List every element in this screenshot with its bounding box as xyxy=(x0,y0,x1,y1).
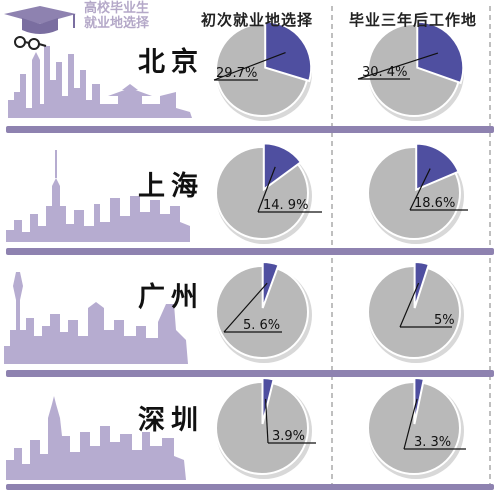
pie-highlight-slice xyxy=(413,377,426,425)
pie-highlight-slice xyxy=(262,142,303,192)
pie-guangzhou-first: 5. 6% xyxy=(215,261,312,363)
pie-value-label: 14. 9% xyxy=(263,198,308,213)
pie-shanghai-first: 14. 9% xyxy=(215,142,322,244)
pie-value-label: 3.9% xyxy=(272,429,305,444)
pie-highlight-slice xyxy=(415,142,460,192)
row-divider xyxy=(6,248,494,255)
pie-value-label: 5% xyxy=(434,313,455,328)
label-leader-line xyxy=(357,52,439,80)
city-label-beijing: 北京 xyxy=(138,47,204,78)
skyline-guangzhou xyxy=(4,272,188,364)
pie-highlight-slice xyxy=(261,261,280,309)
label-leader-line xyxy=(399,282,420,328)
city-label-shanghai: 上海 xyxy=(138,171,204,202)
row-divider xyxy=(6,484,494,490)
label-leader-line xyxy=(409,168,431,211)
graduation-cap-icon xyxy=(4,6,76,34)
pie-charts: 29.7% 14. 9% 5. 6% 3.9% 30. 4% 18.6% 5% 3. 3% xyxy=(213,20,468,479)
pie-highlight-slice xyxy=(261,377,275,425)
infographic-title-line1: 高校毕业生 xyxy=(84,1,150,16)
label-leader-line xyxy=(403,398,418,450)
row-divider xyxy=(6,370,494,377)
pie-guangzhou-later: 5% xyxy=(367,261,464,363)
skyline-beijing xyxy=(8,46,192,118)
pie-highlight-slice xyxy=(413,261,431,309)
infographic-title-line2: 就业地选择 xyxy=(84,16,150,31)
pie-value-label: 5. 6% xyxy=(243,318,280,333)
pie-value-label: 29.7% xyxy=(216,66,257,81)
pie-shenzhen-later: 3. 3% xyxy=(367,377,466,479)
pie-beijing-first: 29.7% xyxy=(213,20,313,121)
pie-highlight-slice xyxy=(264,20,313,83)
city-label-guangzhou: 广州 xyxy=(138,282,204,313)
pie-value-label: 3. 3% xyxy=(414,435,451,450)
pie-value-label: 18.6% xyxy=(414,196,455,211)
skyline-shenzhen xyxy=(6,396,186,480)
column-header-three-years: 毕业三年后工作地 xyxy=(348,11,477,29)
city-label-shenzhen: 深圳 xyxy=(138,405,204,436)
skyline-shanghai xyxy=(6,150,190,242)
label-leader-line xyxy=(213,51,286,81)
label-leader-line xyxy=(257,166,276,213)
pie-beijing-later: 30. 4% xyxy=(357,20,465,121)
pie-highlight-slice xyxy=(416,20,465,85)
column-header-first-job: 初次就业地选择 xyxy=(200,11,313,29)
label-leader-line xyxy=(264,398,269,444)
label-leader-line xyxy=(223,282,268,333)
glasses-icon xyxy=(14,36,47,50)
row-divider xyxy=(6,126,494,133)
pie-value-label: 30. 4% xyxy=(362,65,407,80)
pie-shenzhen-first: 3.9% xyxy=(215,377,316,479)
pie-shanghai-later: 18.6% xyxy=(367,142,468,244)
